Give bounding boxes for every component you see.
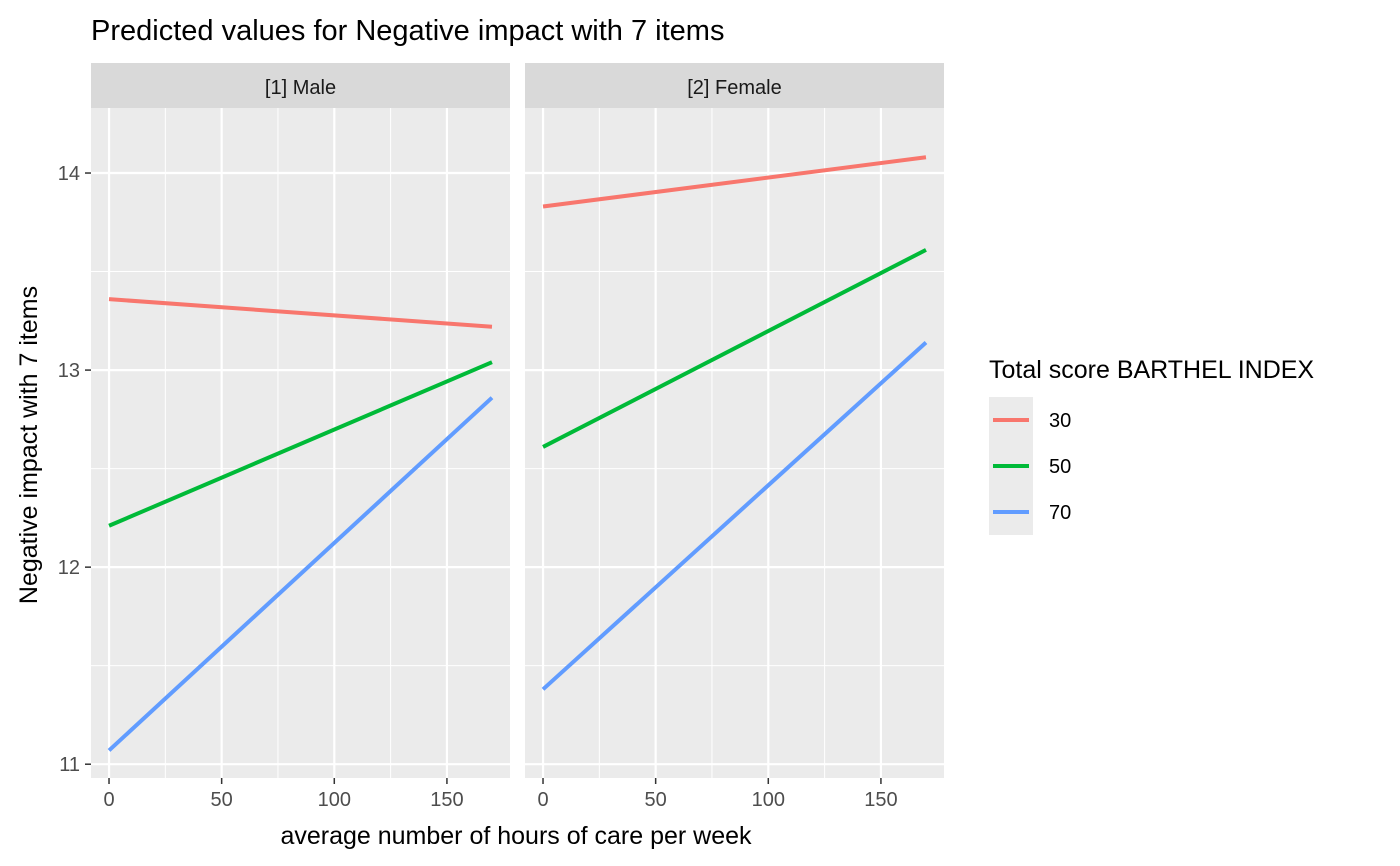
x-tick-label: 150 xyxy=(864,789,897,811)
legend: Total score BARTHEL INDEX 30 50 70 xyxy=(989,356,1314,535)
chart-title: Predicted values for Negative impact wit… xyxy=(91,15,724,47)
facet-strip-label: [1] Male xyxy=(265,77,336,99)
y-tick-label: 13 xyxy=(58,360,80,382)
legend-title: Total score BARTHEL INDEX xyxy=(989,356,1314,384)
series-line-30 xyxy=(542,155,927,209)
series-line-70 xyxy=(541,341,928,691)
legend-label-70: 70 xyxy=(1049,502,1071,524)
series-line-50 xyxy=(108,360,493,528)
legend-key-30: 30 xyxy=(989,397,1071,443)
x-axis-title: average number of hours of care per week xyxy=(280,822,752,850)
x-tick-label: 150 xyxy=(430,789,463,811)
y-tick-label: 11 xyxy=(59,754,80,776)
x-tick-label: 100 xyxy=(318,789,351,811)
x-tick-label: 50 xyxy=(645,789,667,811)
panel-1: [1] Male 0 50 100 150 11 12 13 14 xyxy=(58,63,510,811)
legend-key-50: 50 xyxy=(989,443,1071,489)
x-tick-label: 50 xyxy=(211,789,233,811)
x-tick-label: 100 xyxy=(752,789,785,811)
y-tick-label: 12 xyxy=(58,557,80,579)
panels: [1] Male 0 50 100 150 11 12 13 14 [2] Female 0 50 10… xyxy=(58,63,944,811)
y-tick-label: 14 xyxy=(58,163,80,185)
facet-strip-label: [2] Female xyxy=(687,77,781,99)
series-line-50 xyxy=(542,248,927,449)
x-tick-label: 0 xyxy=(537,789,548,811)
legend-label-30: 30 xyxy=(1049,410,1071,432)
panel-2: [2] Female 0 50 100 150 xyxy=(525,63,944,811)
series-line-30 xyxy=(108,297,493,329)
series-line-70 xyxy=(107,396,494,752)
x-tick-label: 0 xyxy=(103,789,114,811)
y-axis-title: Negative impact with 7 items xyxy=(15,286,43,604)
legend-key-70: 70 xyxy=(989,489,1071,535)
facet-strip xyxy=(525,63,944,108)
legend-label-50: 50 xyxy=(1049,456,1071,478)
panel-background xyxy=(525,108,944,778)
facet-strip xyxy=(91,63,510,108)
